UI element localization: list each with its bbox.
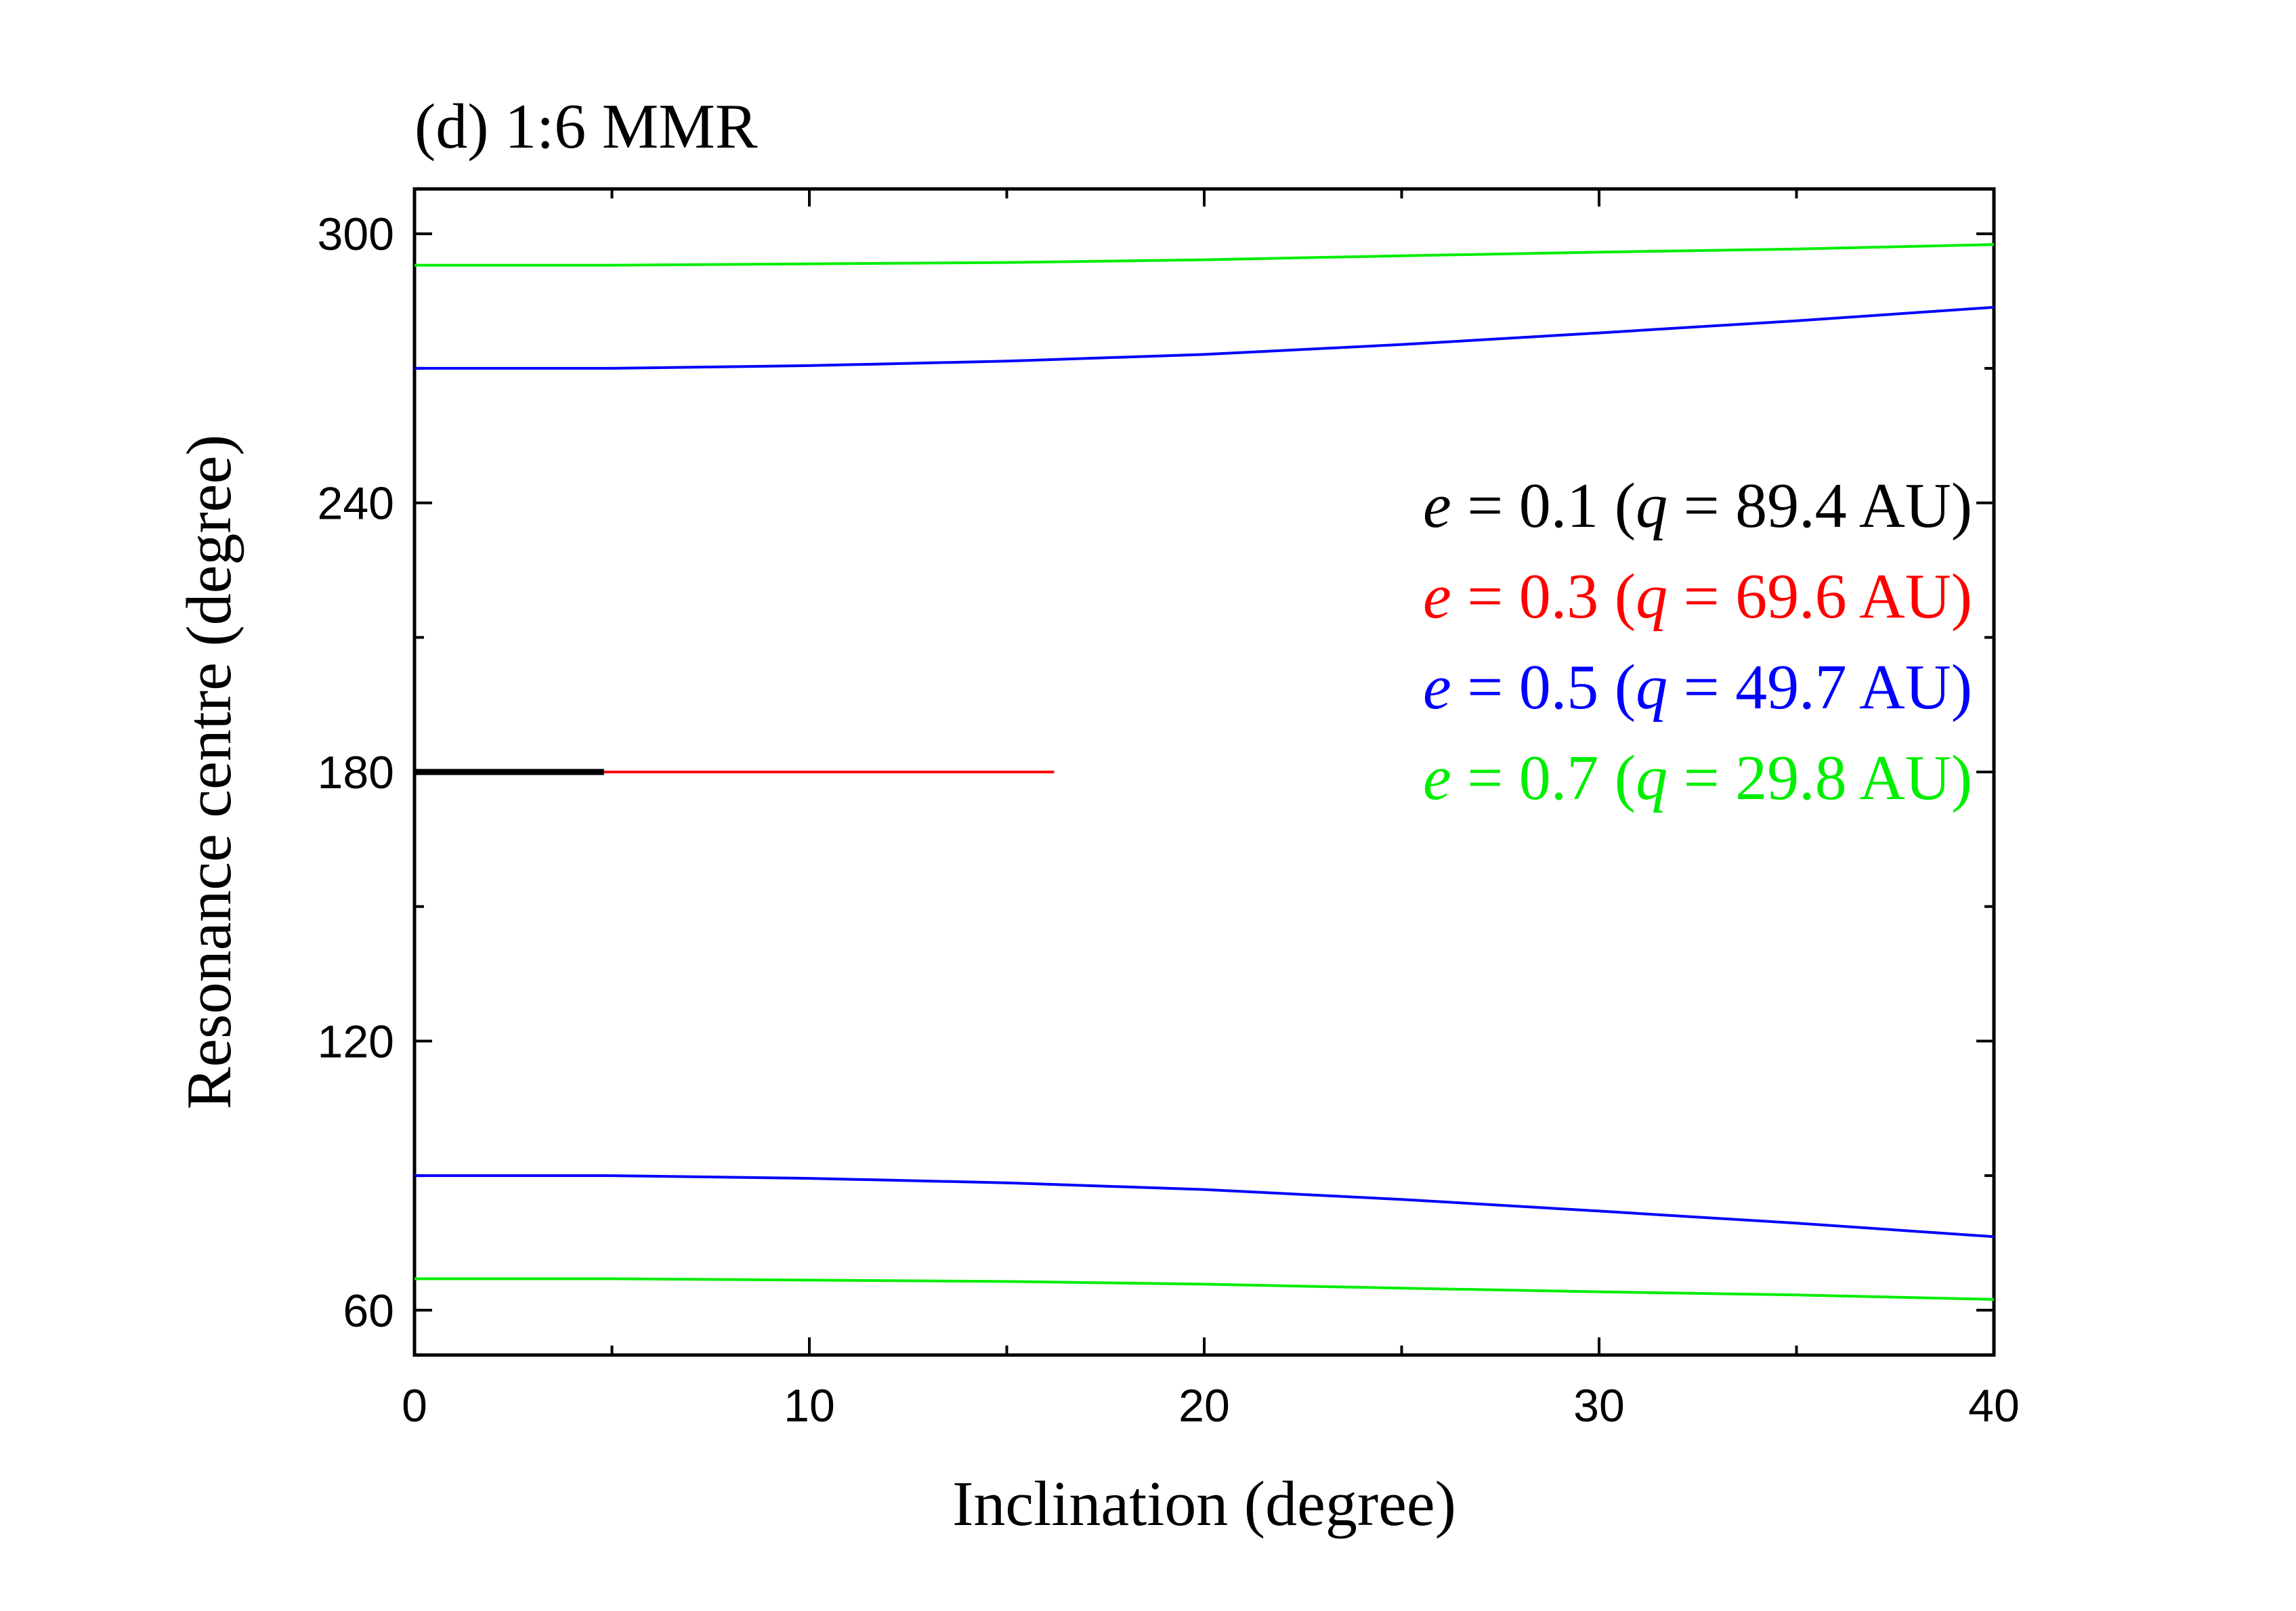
legend-q-sym: q <box>1636 561 1667 632</box>
legend-entry-1: e = 0.3 (q = 69.6 AU) <box>1423 561 1972 632</box>
legend-q-val: = 69.6 AU) <box>1667 561 1972 632</box>
chart-title: (d) 1:6 MMR <box>414 91 758 162</box>
legend-e-sym: e <box>1423 471 1451 541</box>
legend-e-val: = 0.7 ( <box>1451 743 1636 813</box>
axes: 0 10 20 30 40 60 120 180 240 300 <box>318 189 2020 1432</box>
legend: e = 0.1 (q = 89.4 AU)e = 0.3 (q = 69.6 A… <box>1423 471 1972 813</box>
legend-q-sym: q <box>1636 743 1667 813</box>
y-tick-label: 180 <box>318 747 394 798</box>
y-tick-label: 240 <box>318 478 394 530</box>
legend-e-sym: e <box>1423 652 1451 723</box>
legend-e-val: = 0.3 ( <box>1451 561 1636 632</box>
y-tick-label: 300 <box>318 209 394 260</box>
series-2-line-0 <box>414 305 1995 370</box>
series-layer <box>414 243 1995 1301</box>
legend-entry-2: e = 0.5 (q = 49.7 AU) <box>1423 652 1972 723</box>
series-2-line-1 <box>414 1174 1995 1239</box>
x-tick-label: 0 <box>402 1380 427 1432</box>
y-tick-label: 120 <box>318 1016 394 1067</box>
legend-q-val: = 49.7 AU) <box>1667 652 1972 723</box>
legend-q-val: = 29.8 AU) <box>1667 743 1972 813</box>
x-tick-label: 40 <box>1968 1380 2020 1432</box>
legend-e-val: = 0.1 ( <box>1451 471 1636 541</box>
x-tick-label: 20 <box>1178 1380 1230 1432</box>
legend-q-sym: q <box>1636 652 1667 723</box>
x-axis-label: Inclination (degree) <box>952 1469 1456 1539</box>
legend-q-val: = 89.4 AU) <box>1667 471 1972 541</box>
y-tick-label: 60 <box>343 1285 394 1337</box>
legend-e-sym: e <box>1423 561 1451 632</box>
series-3-line-0 <box>414 243 1995 267</box>
legend-entry-3: e = 0.7 (q = 29.8 AU) <box>1423 743 1972 813</box>
legend-entry-0: e = 0.1 (q = 89.4 AU) <box>1423 471 1972 541</box>
legend-q-sym: q <box>1636 471 1667 541</box>
y-axis-label: Resonance centre (degree) <box>174 435 245 1110</box>
x-tick-label: 10 <box>784 1380 835 1432</box>
legend-e-sym: e <box>1423 743 1451 813</box>
series-3-line-1 <box>414 1277 1995 1301</box>
legend-e-val: = 0.5 ( <box>1451 652 1636 723</box>
x-tick-label: 30 <box>1573 1380 1625 1432</box>
